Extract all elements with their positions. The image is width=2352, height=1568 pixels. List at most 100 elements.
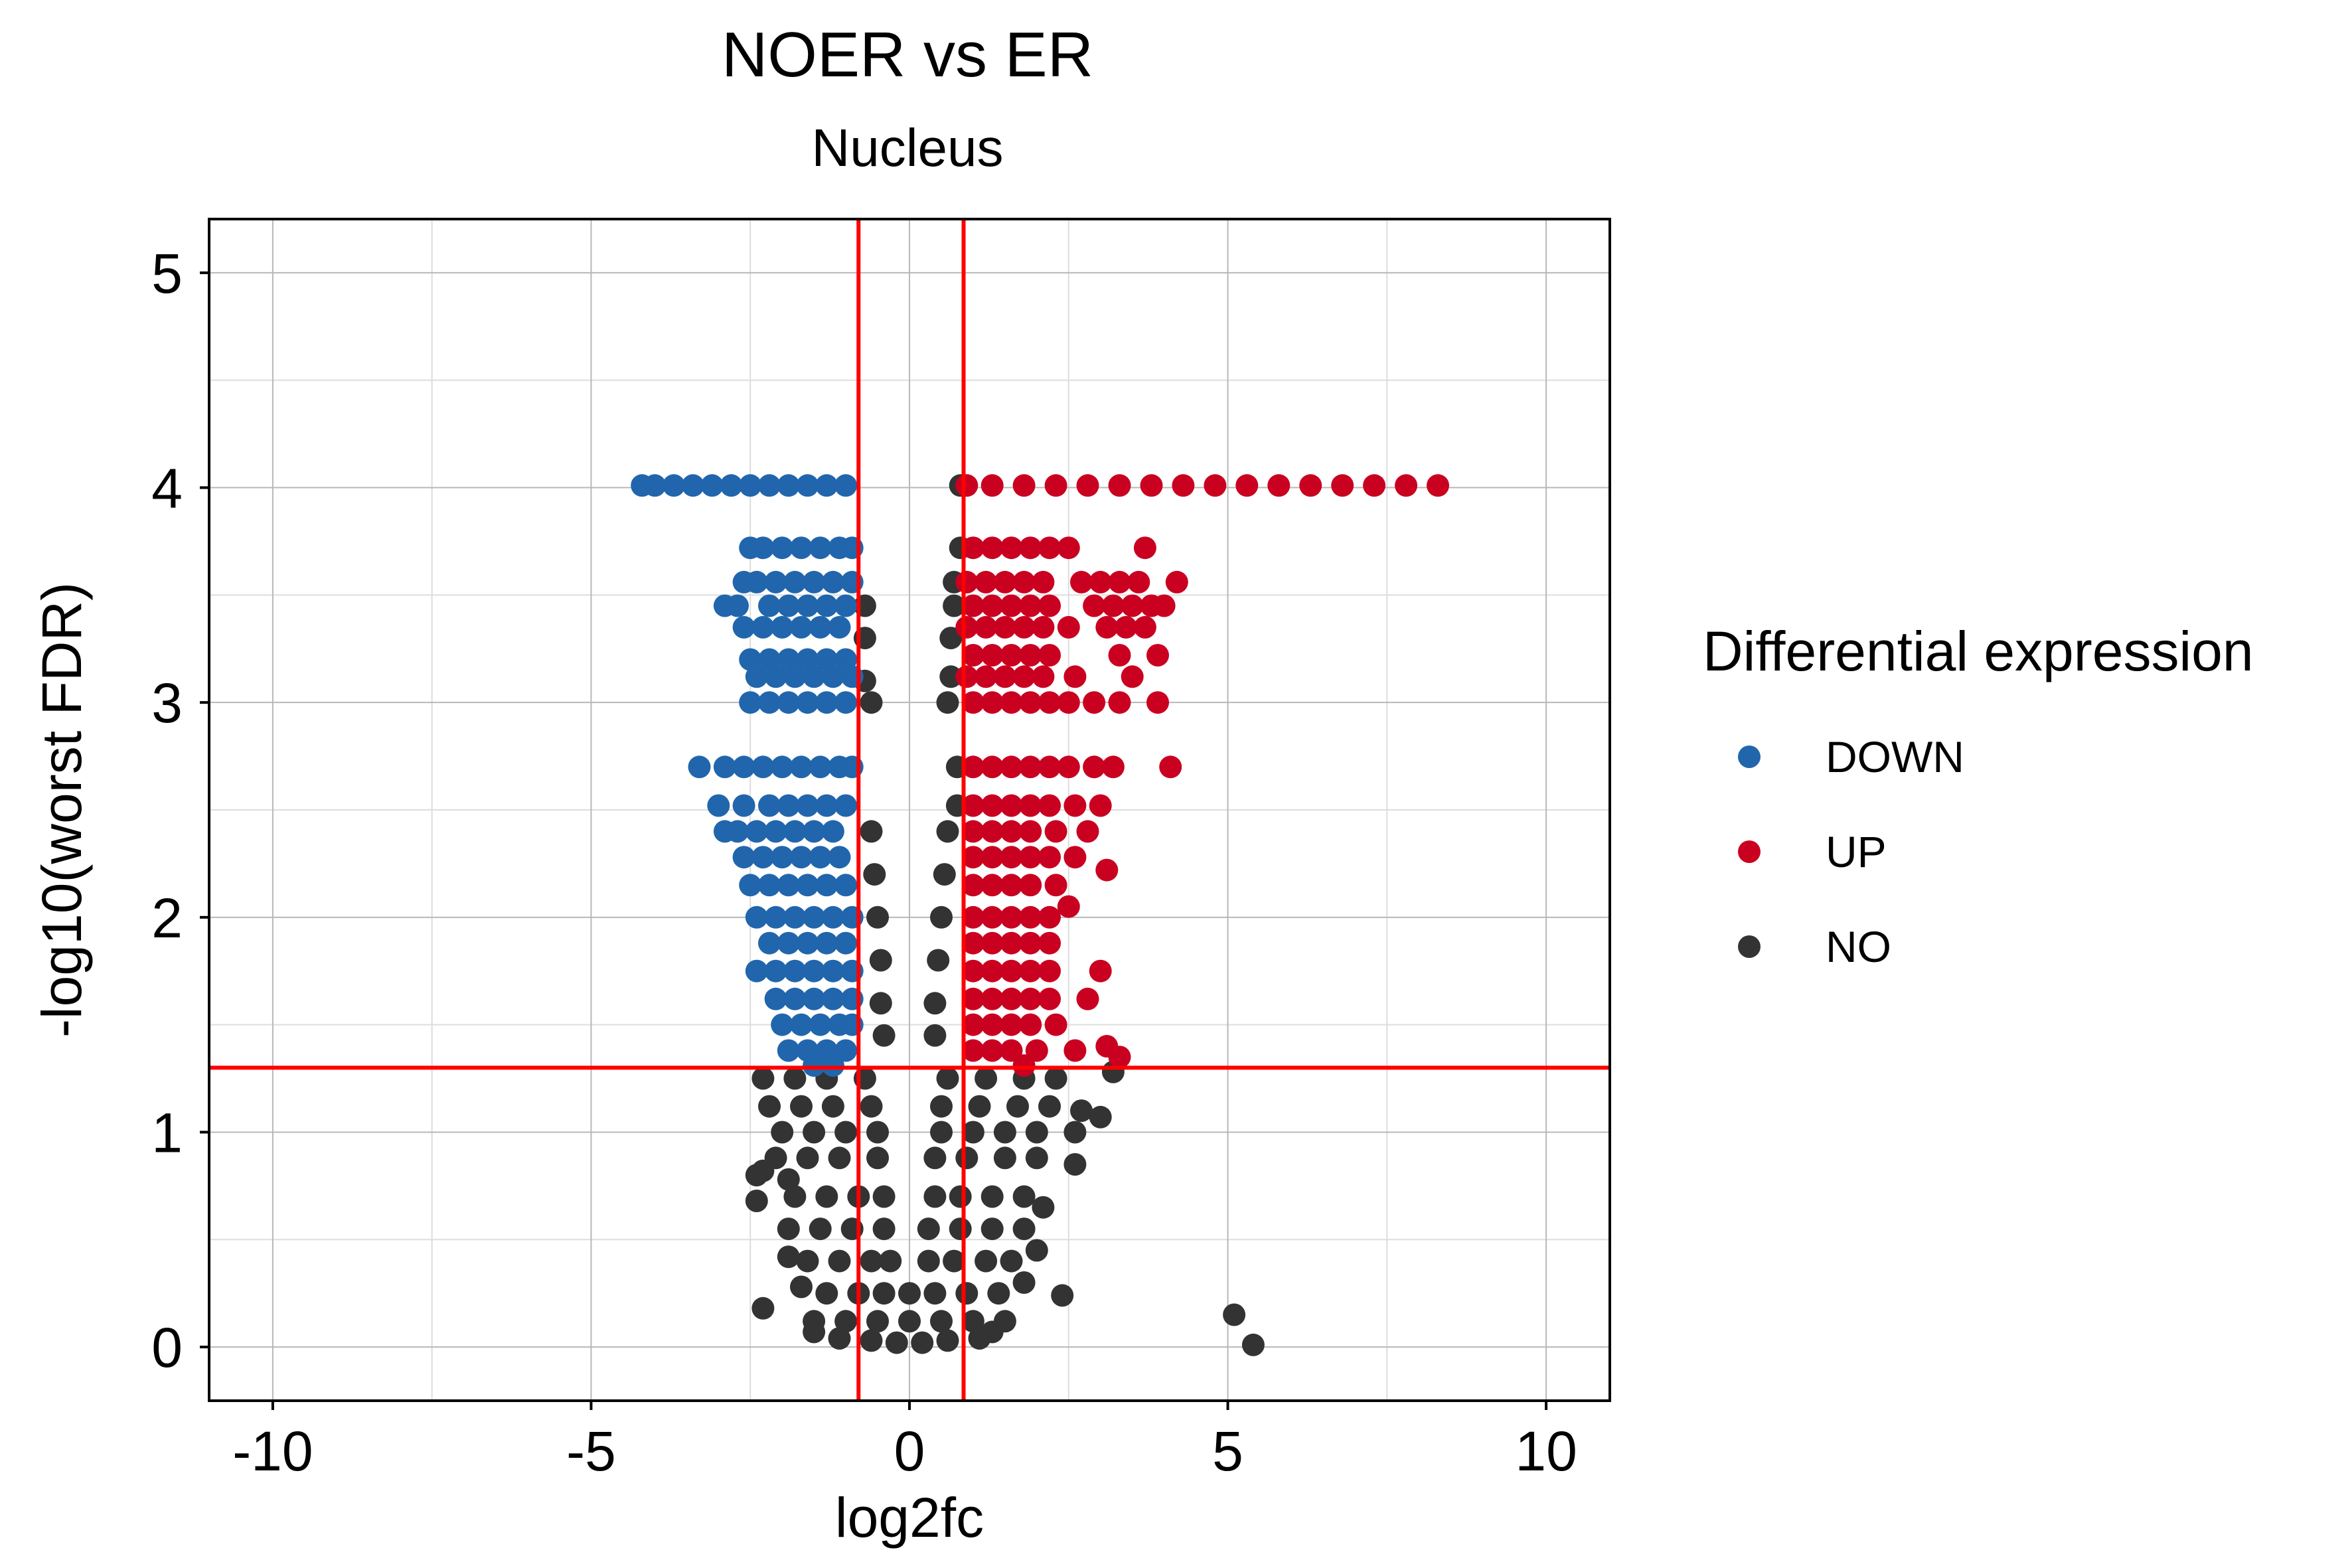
data-point-up xyxy=(1044,474,1067,497)
data-point-down xyxy=(834,648,858,671)
data-point-up xyxy=(980,755,1004,779)
data-point-down xyxy=(751,755,775,779)
data-point-no xyxy=(866,1121,889,1144)
data-point-up xyxy=(961,644,984,666)
data-point-down xyxy=(745,665,768,688)
data-point-up xyxy=(1000,931,1023,955)
data-point-up xyxy=(961,874,984,897)
data-point-down xyxy=(790,846,813,869)
data-point-up xyxy=(1019,905,1042,929)
data-point-down xyxy=(834,794,858,817)
data-point-no xyxy=(796,1146,819,1170)
x-tick-label: 5 xyxy=(1212,1420,1243,1482)
data-point-up xyxy=(980,594,1004,617)
data-point-no xyxy=(993,1146,1016,1170)
data-point-down xyxy=(777,794,800,817)
data-point-down xyxy=(751,536,775,560)
data-point-down xyxy=(764,570,787,593)
data-point-down xyxy=(764,959,787,982)
data-point-down xyxy=(771,1013,794,1036)
data-point-up xyxy=(1012,1054,1036,1077)
data-point-up xyxy=(961,1039,984,1062)
data-point-up xyxy=(1108,691,1131,714)
data-point-no xyxy=(930,1310,953,1333)
data-point-no xyxy=(879,1249,902,1273)
data-point-down xyxy=(796,648,819,671)
data-point-up xyxy=(1063,846,1087,869)
data-point-no xyxy=(860,820,883,843)
data-point-down xyxy=(758,474,781,497)
data-point-down xyxy=(777,594,800,617)
data-point-down xyxy=(803,570,826,593)
data-point-no xyxy=(885,1331,908,1354)
data-point-up xyxy=(1019,536,1042,560)
data-point-up xyxy=(961,536,984,560)
data-point-down xyxy=(834,474,858,497)
data-point-down xyxy=(764,820,787,843)
data-point-up xyxy=(1038,931,1061,955)
data-point-up xyxy=(1032,615,1055,639)
data-point-down xyxy=(803,959,826,982)
data-point-no xyxy=(930,1121,953,1144)
data-point-up xyxy=(993,570,1016,593)
data-point-down xyxy=(732,846,755,869)
data-point-no xyxy=(771,1121,794,1144)
data-point-no xyxy=(1241,1333,1265,1356)
data-point-up xyxy=(961,1013,984,1036)
data-point-down xyxy=(828,846,851,869)
data-point-down xyxy=(732,755,755,779)
data-point-no xyxy=(828,1146,851,1170)
data-point-down xyxy=(821,959,844,982)
data-point-up xyxy=(961,931,984,955)
data-point-up xyxy=(1204,474,1227,497)
data-point-up xyxy=(1083,594,1106,617)
x-tick-label: -10 xyxy=(232,1420,313,1482)
data-point-up xyxy=(1000,594,1023,617)
data-point-no xyxy=(1025,1239,1048,1262)
data-point-no xyxy=(834,1121,858,1144)
data-point-down xyxy=(745,905,768,929)
data-point-no xyxy=(1012,1185,1036,1208)
data-point-up xyxy=(1012,665,1036,688)
data-point-up xyxy=(1000,1039,1023,1062)
data-point-no xyxy=(961,1121,984,1144)
data-point-up xyxy=(1146,691,1169,714)
data-point-no xyxy=(923,1185,947,1208)
data-point-up xyxy=(1019,755,1042,779)
data-point-up xyxy=(1000,755,1023,779)
data-point-down xyxy=(700,474,724,497)
data-point-no xyxy=(872,1217,896,1241)
data-point-no xyxy=(866,1310,889,1333)
data-point-down xyxy=(815,931,838,955)
data-point-down xyxy=(758,691,781,714)
data-point-up xyxy=(1025,1039,1048,1062)
threshold-lines xyxy=(209,219,1610,1401)
data-point-no xyxy=(777,1245,800,1269)
data-point-no xyxy=(790,1095,813,1118)
data-point-up xyxy=(1076,820,1099,843)
data-point-up xyxy=(961,691,984,714)
data-point-up xyxy=(1083,755,1106,779)
data-point-up xyxy=(975,665,998,688)
data-point-up xyxy=(1057,615,1080,639)
data-point-down xyxy=(688,755,711,779)
data-point-up xyxy=(1089,959,1112,982)
data-point-up xyxy=(1000,1013,1023,1036)
data-point-up xyxy=(1070,570,1093,593)
data-point-up xyxy=(1044,874,1067,897)
x-tick-label: -5 xyxy=(566,1420,616,1482)
data-point-down xyxy=(821,987,844,1010)
data-point-no xyxy=(939,627,963,650)
data-point-down xyxy=(828,615,851,639)
data-point-up xyxy=(1108,570,1131,593)
data-point-down xyxy=(777,648,800,671)
data-point-down xyxy=(821,665,844,688)
data-point-up xyxy=(980,846,1004,869)
data-point-down xyxy=(771,615,794,639)
data-point-up xyxy=(1063,1039,1087,1062)
data-point-no xyxy=(1000,1249,1023,1273)
data-point-down xyxy=(758,648,781,671)
data-point-no xyxy=(993,1121,1016,1144)
data-point-up xyxy=(1000,536,1023,560)
data-point-down xyxy=(803,665,826,688)
